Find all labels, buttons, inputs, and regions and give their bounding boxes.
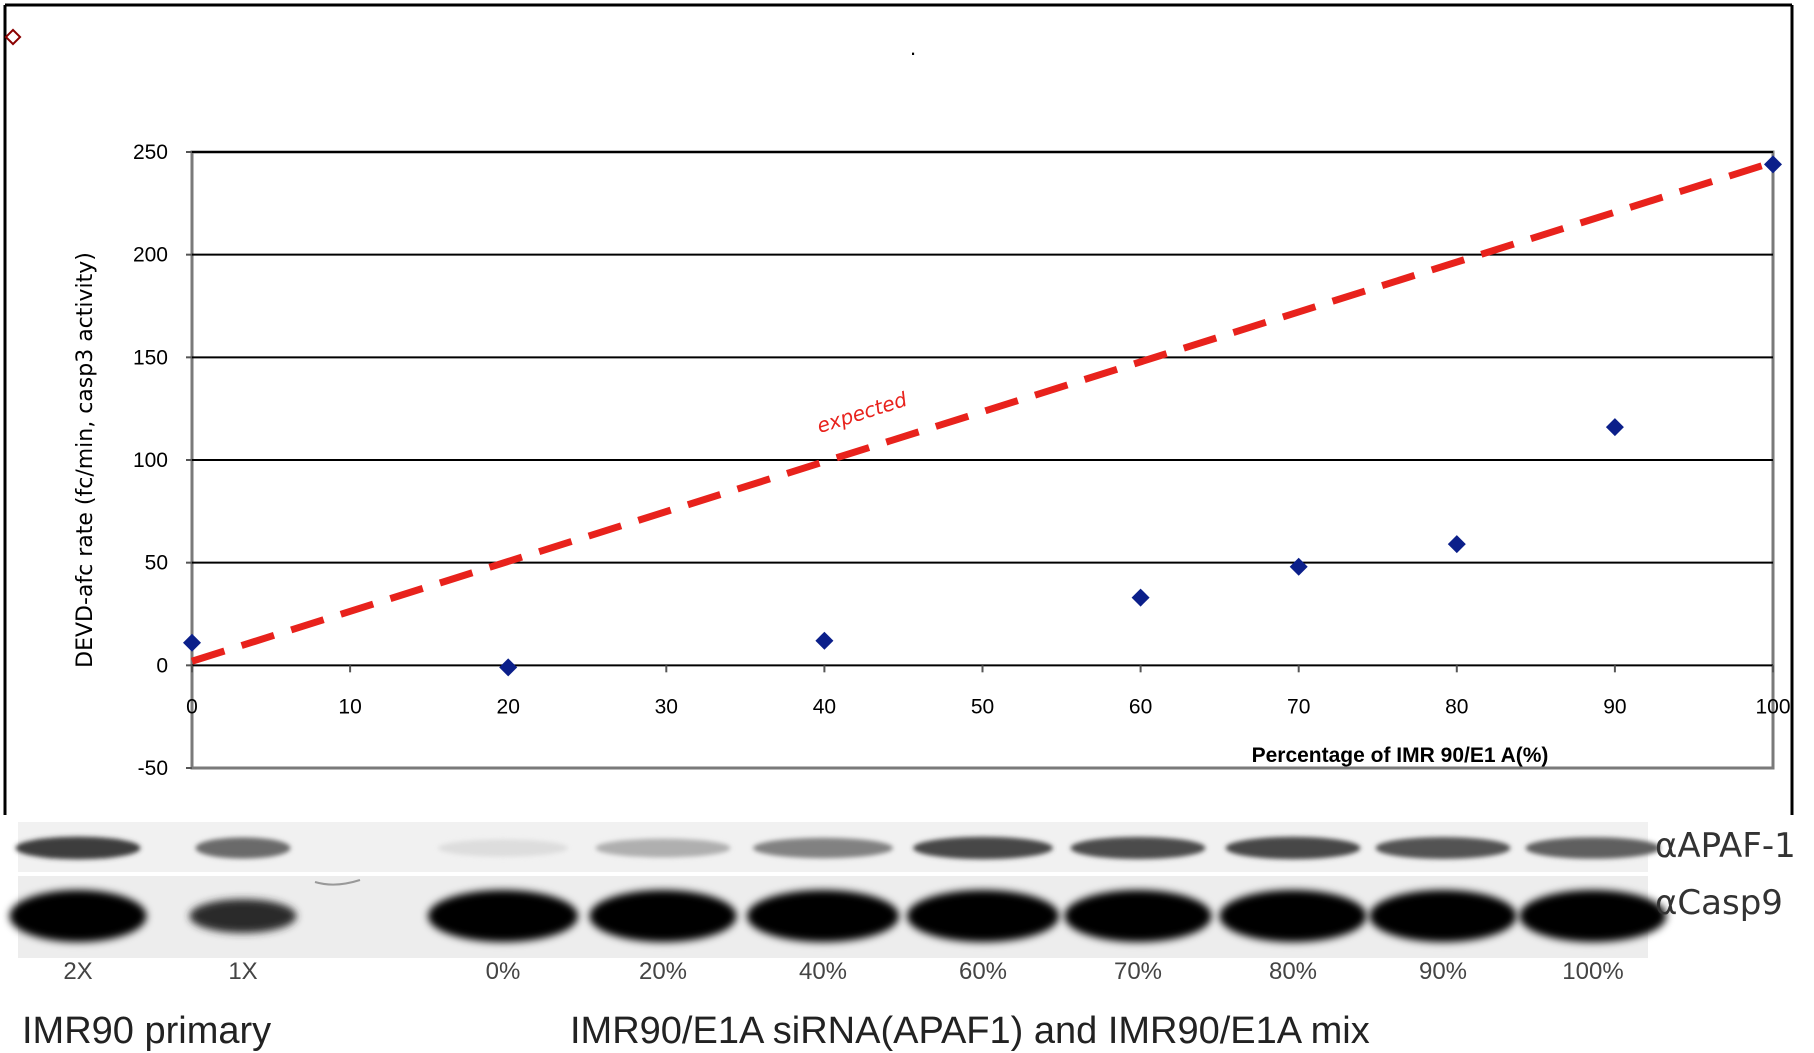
casp9-band [589, 890, 737, 942]
lane-label: 100% [1562, 958, 1624, 985]
x-tick-label: 30 [655, 695, 678, 718]
chart-title: . [910, 35, 916, 60]
x-tick-label: 90 [1603, 695, 1626, 718]
x-tick-label: 70 [1287, 695, 1310, 718]
blot-artifact [314, 879, 361, 886]
data-point [499, 658, 518, 677]
y-tick-label: 0 [156, 654, 168, 677]
casp9-band [189, 899, 297, 933]
data-point [183, 633, 201, 652]
x-tick-label: 50 [971, 695, 994, 718]
y-axis-ticks: 250 200 150 100 50 0 -50 [133, 141, 192, 780]
casp9-antibody-label: αCasp9 [1655, 883, 1783, 923]
data-point [1764, 155, 1782, 174]
y-tick-label: -50 [138, 757, 168, 780]
apaf1-bands [15, 836, 1661, 860]
y-tick-label: 250 [133, 141, 168, 164]
mix-group-label: IMR90/E1A siRNA(APAF1) and IMR90/E1A mix [570, 1010, 1370, 1052]
data-point [1289, 557, 1308, 576]
casp9-band [9, 890, 147, 942]
apaf1-band [195, 837, 291, 859]
lane-label: 80% [1268, 958, 1318, 985]
casp9-band [907, 890, 1059, 942]
casp9-bands [9, 890, 1667, 942]
y-tick-label: 100 [133, 449, 168, 472]
apaf1-antibody-label: αAPAF-1 [1655, 826, 1796, 866]
y-tick-label: 50 [145, 552, 168, 575]
imr90-primary-label: IMR90 primary [22, 1010, 272, 1052]
lane-label: 2X [63, 958, 93, 985]
casp9-band [1064, 890, 1212, 942]
casp9-band [1519, 890, 1667, 942]
lane-label: 40% [798, 958, 848, 985]
apaf1-band [1225, 836, 1361, 860]
y-axis-label: DEVD-afc rate (fc/min, casp3 activity) [73, 252, 98, 668]
apaf1-band [1525, 837, 1661, 859]
plot-area [190, 150, 1775, 770]
x-tick-label: 100 [1755, 695, 1790, 718]
y-tick-label: 150 [133, 346, 168, 369]
y-tick-label: 200 [133, 244, 168, 267]
data-point [1447, 535, 1466, 554]
lane-label: 0% [485, 958, 521, 985]
casp9-band [747, 890, 899, 942]
casp9-band [428, 890, 578, 942]
casp9-band [1369, 890, 1517, 942]
apaf1-band [1375, 837, 1511, 859]
apaf1-band [438, 839, 568, 857]
x-axis-label: Percentage of IMR 90/E1 A(%) [1252, 744, 1549, 767]
apaf1-band [595, 838, 731, 858]
data-point [1605, 418, 1624, 437]
data-points [183, 155, 1782, 677]
x-tick-label: 60 [1129, 695, 1152, 718]
lane-label: 70% [1113, 958, 1163, 985]
lane-label: 20% [638, 958, 688, 985]
x-axis-ticks: 0 10 20 30 40 50 60 70 80 90 100 [186, 665, 1791, 718]
expected-line [190, 158, 1775, 665]
western-blot [9, 822, 1667, 958]
apaf1-band [1070, 836, 1206, 860]
x-tick-label: 0 [186, 695, 198, 718]
x-tick-label: 40 [813, 695, 836, 718]
data-point [815, 631, 834, 650]
x-tick-label: 20 [497, 695, 520, 718]
lane-label: 1X [228, 958, 258, 985]
apaf1-band [753, 837, 893, 859]
apaf1-band [15, 836, 141, 860]
diamond-outline-icon [4, 28, 22, 46]
x-tick-label: 80 [1445, 695, 1468, 718]
apaf1-band [913, 836, 1053, 860]
lane-label: 90% [1418, 958, 1468, 985]
data-point [1131, 588, 1150, 607]
x-tick-label: 10 [338, 695, 361, 718]
lane-label: 60% [958, 958, 1008, 985]
casp9-band [1219, 890, 1367, 942]
